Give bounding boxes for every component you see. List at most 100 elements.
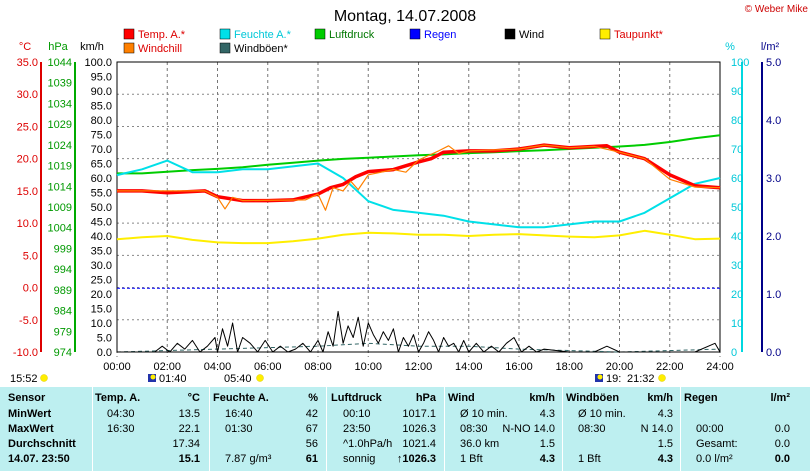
moonrise-label: 15:52 [10,373,38,385]
copyright-label: © Weber Mike [745,4,809,15]
cell-0-temp-time: 04:30 [107,408,135,420]
header-unit-4: km/h [529,392,555,404]
tick-time-10: 20:00 [606,361,634,373]
col-separator-5 [680,387,681,471]
tick-time-0: 00:00 [103,361,131,373]
legend-swatch-3 [409,28,421,40]
header-unit-2: % [308,392,318,404]
tick-pressure-3: 1029 [48,119,72,131]
series-luftdruck [117,134,721,175]
tick-pressure-2: 1034 [48,98,72,110]
header-unit-1: °C [187,392,200,404]
cell-2-hum-value: 56 [305,438,318,450]
legend-label-2: Luftdruck [329,29,375,41]
cell-0-wind-time: Ø 10 min. [460,408,508,420]
series-wind [117,310,721,353]
cell-3-press-time: sonnig [343,453,376,465]
tick-time-8: 16:00 [505,361,533,373]
legend-label-1: Feuchte A.* [234,29,292,41]
tick-rain-3: 2.0 [766,231,781,243]
cell-0-hum-time: 16:40 [225,408,253,420]
unit-wind: km/h [80,41,104,53]
cell-1-wind-time: 08:30 [460,423,488,435]
tick-time-7: 14:00 [455,361,483,373]
weather-chart: Montag, 14.07.2008 © Weber Mike Temp. A.* F… [10,4,809,385]
tick-pressure-14: 974 [54,347,72,359]
tick-wind-13: 35.0 [91,246,112,258]
legend-label-6: Windchill [138,43,182,55]
tick-pressure-4: 1024 [48,140,72,152]
sunset-label: 21:32 [627,373,655,385]
tick-time-6: 12:00 [405,361,433,373]
tick-humidity-9: 10 [731,318,743,330]
tick-pressure-13: 979 [54,326,72,338]
cell-1-hum-time: 01:30 [225,423,253,435]
tick-humidity-6: 40 [731,231,743,243]
cell-2-rain-time: Gesamt: [696,438,738,450]
tick-wind-20: 0.0 [97,347,112,359]
cell-2-temp-value: 17.34 [172,438,200,450]
cell-2-press-value: 1021.4 [402,438,436,450]
tick-wind-16: 20.0 [91,289,112,301]
header-0: Sensor [8,392,46,404]
tick-time-1: 02:00 [153,361,181,373]
cell-2-wind-value: 1.5 [539,438,555,450]
tick-time-5: 10:00 [354,361,382,373]
cell-1-temp-value: 22.1 [178,423,200,435]
legend-label-3: Regen [424,29,456,41]
tick-rain-2: 3.0 [766,173,781,185]
tick-rain-1: 4.0 [766,115,781,127]
series-windchill [117,144,721,211]
tick-pressure-8: 1004 [48,223,72,235]
tick-pressure-0: 1044 [48,57,72,69]
cell-1-rain-value: 0.0 [774,423,790,435]
cell-1-gust-time: 08:30 [578,423,606,435]
tick-temp-3: 20.0 [17,154,38,166]
cell-3-gust-time: 1 Bft [578,453,601,465]
tick-humidity-8: 20 [731,289,743,301]
moon-other-label: 19: [606,373,621,385]
cell-3-hum-value: 61 [305,453,318,465]
cell-1-press-value: 1026.3 [402,423,436,435]
header-5: Windböen [566,392,620,404]
tick-wind-19: 5.0 [97,333,112,345]
tick-time-9: 18:00 [555,361,583,373]
legend-label-4: Wind [519,29,544,41]
tick-time-11: 22:00 [656,361,684,373]
tick-humidity-4: 60 [731,173,743,185]
cell-1-temp-time: 16:30 [107,423,135,435]
stats-table: Sensor Temp. A. °C Feuchte A.% Luftdruck hPa W… [0,387,810,471]
header-unit-6: l/m² [770,392,790,404]
legend-swatch-4 [504,28,516,40]
tick-humidity-2: 80 [731,115,743,127]
tick-wind-18: 10.0 [91,318,112,330]
cell-3-wind-value: 4.3 [539,453,555,465]
cell-1-gust-value: N 14.0 [640,423,673,435]
legend-swatch-7 [219,42,231,54]
series-taupunkt [116,229,721,245]
tick-temp-0: 35.0 [17,57,38,69]
cell-3-press-value: ↑1026.3 [396,453,436,465]
cell-3-gust-value: 4.3 [657,453,673,465]
cell-3-rain-time: 0.0 l/m² [696,453,733,465]
tick-wind-14: 30.0 [91,260,112,272]
chart-title: Montag, 14.07.2008 [334,8,476,25]
tick-pressure-10: 994 [54,264,72,276]
sunrise-dot [256,374,264,382]
moon-other-icon-inner [597,374,603,380]
tick-time-3: 06:00 [254,361,282,373]
tick-wind-7: 65.0 [91,159,112,171]
moonset-label: 01:40 [159,373,187,385]
legend-label-0: Temp. A.* [138,29,186,41]
legend-swatch-6 [123,42,135,54]
series-feuchtea [116,159,721,229]
header-4: Wind [448,392,475,404]
legend-swatch-1 [219,28,231,40]
legend-label-5: Taupunkt* [614,29,664,41]
cell-1-press-time: 23:50 [343,423,371,435]
tick-wind-3: 85.0 [91,101,112,113]
tick-temp-5: 10.0 [17,218,38,230]
tick-wind-2: 90.0 [91,86,112,98]
legend-label-7: Windböen* [234,43,289,55]
tick-humidity-3: 70 [731,144,743,156]
